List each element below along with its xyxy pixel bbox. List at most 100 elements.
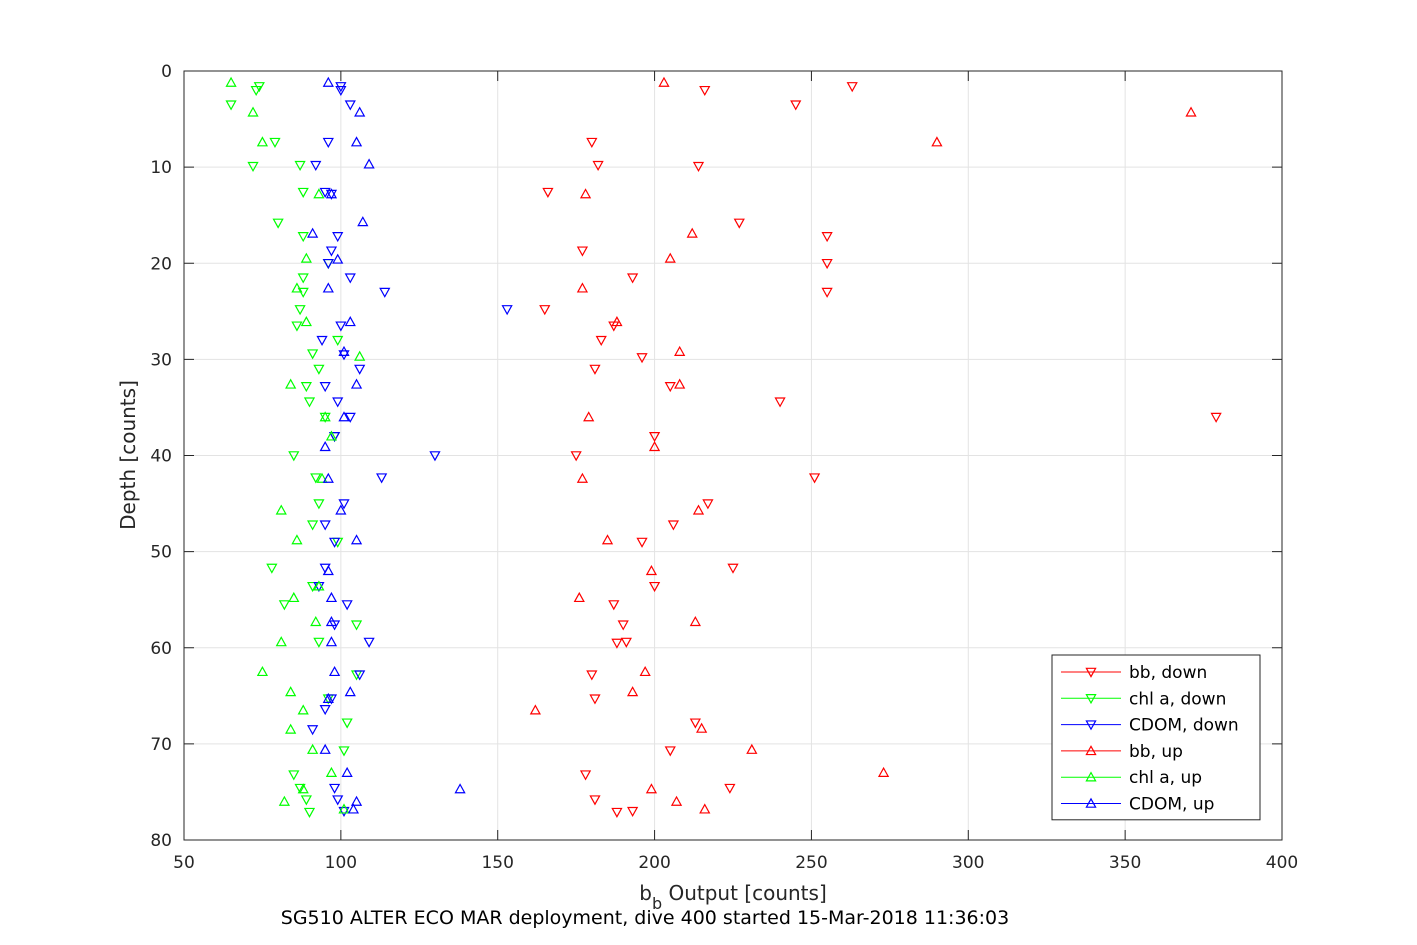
series-5 — [307, 76, 466, 814]
data-point — [256, 665, 269, 677]
data-point — [307, 520, 319, 531]
data-point — [357, 216, 369, 227]
data-point — [341, 766, 353, 777]
data-point — [319, 743, 331, 754]
data-point — [332, 335, 344, 346]
data-point — [300, 316, 312, 327]
data-point — [617, 620, 629, 631]
y-tick-label: 10 — [150, 158, 172, 178]
data-point — [322, 258, 334, 270]
x-tick-label: 400 — [1266, 853, 1298, 873]
data-point — [338, 345, 350, 356]
data-point — [294, 783, 306, 794]
data-point — [269, 137, 281, 148]
data-point — [645, 565, 658, 576]
data-point — [294, 305, 306, 316]
legend-label: bb, up — [1129, 742, 1183, 762]
data-point — [303, 397, 316, 408]
data-point — [247, 106, 259, 117]
data-point — [316, 472, 328, 483]
data-point — [350, 534, 363, 545]
data-point — [626, 273, 639, 284]
data-point — [285, 686, 297, 697]
legend-label: CDOM, up — [1129, 795, 1214, 815]
data-point — [347, 803, 360, 814]
data-point — [307, 743, 319, 754]
data-point — [586, 137, 598, 148]
legend-marker — [1085, 771, 1097, 782]
data-point — [285, 723, 297, 734]
data-point — [589, 694, 601, 705]
data-point — [692, 504, 705, 515]
data-point — [291, 534, 303, 545]
data-point — [297, 187, 309, 198]
data-point — [278, 600, 291, 611]
data-point — [307, 227, 319, 238]
legend-label: chl a, down — [1129, 689, 1226, 709]
y-tick-label: 30 — [150, 350, 172, 370]
y-tick-label: 80 — [150, 831, 172, 851]
data-point — [332, 795, 344, 806]
data-point — [702, 499, 714, 510]
data-point — [325, 694, 338, 705]
data-point — [586, 670, 598, 681]
data-point — [250, 85, 262, 97]
data-point — [576, 472, 589, 483]
data-point — [350, 378, 363, 389]
data-point — [429, 451, 441, 462]
x-tick-label: 200 — [638, 853, 670, 873]
data-point — [300, 252, 312, 263]
data-point — [310, 615, 322, 627]
data-point — [319, 382, 331, 393]
y-tick-label: 70 — [150, 735, 172, 755]
legend-label: CDOM, down — [1129, 716, 1239, 736]
data-point — [620, 637, 632, 648]
data-point — [664, 746, 676, 757]
data-point — [648, 441, 661, 452]
data-point — [338, 411, 350, 422]
legend-marker — [1085, 797, 1097, 808]
data-point — [501, 305, 513, 316]
data-point — [689, 718, 701, 729]
data-point — [363, 158, 375, 169]
series-4 — [225, 76, 366, 814]
data-point — [325, 430, 338, 441]
data-point — [341, 600, 353, 611]
legend-label: bb, down — [1129, 663, 1207, 683]
figure-caption: SG510 ALTER ECO MAR deployment, dive 400… — [281, 907, 1009, 929]
data-point — [692, 161, 705, 172]
data-point — [542, 187, 554, 198]
data-point — [307, 725, 319, 736]
data-point — [808, 473, 821, 484]
data-point — [589, 364, 601, 375]
y-tick-label: 20 — [150, 254, 172, 274]
data-point — [576, 282, 589, 293]
data-point — [313, 364, 325, 375]
data-point — [338, 499, 350, 510]
data-point — [310, 473, 322, 484]
data-point — [338, 803, 350, 814]
data-point — [658, 76, 670, 87]
legend-marker — [1085, 694, 1097, 705]
data-point — [699, 85, 711, 97]
data-point — [294, 160, 306, 172]
data-point — [821, 232, 833, 243]
data-point — [790, 100, 802, 111]
data-point — [670, 795, 683, 806]
data-point — [335, 321, 347, 332]
data-point — [341, 718, 353, 729]
data-point — [303, 807, 316, 818]
data-point — [288, 591, 300, 603]
x-tick-label: 300 — [952, 853, 984, 873]
data-point — [297, 273, 309, 284]
legend: bb, down chl a, down CDOM, down bb, up chl a… — [1051, 654, 1261, 821]
data-point — [344, 316, 356, 327]
data-point — [300, 795, 312, 806]
data-point — [746, 743, 758, 754]
x-axis-label-subscript: b — [652, 894, 662, 913]
data-point — [338, 806, 350, 817]
data-point — [291, 321, 303, 332]
y-axis-label: Depth [counts] — [116, 380, 140, 530]
data-point — [696, 722, 708, 733]
data-point — [285, 378, 297, 389]
